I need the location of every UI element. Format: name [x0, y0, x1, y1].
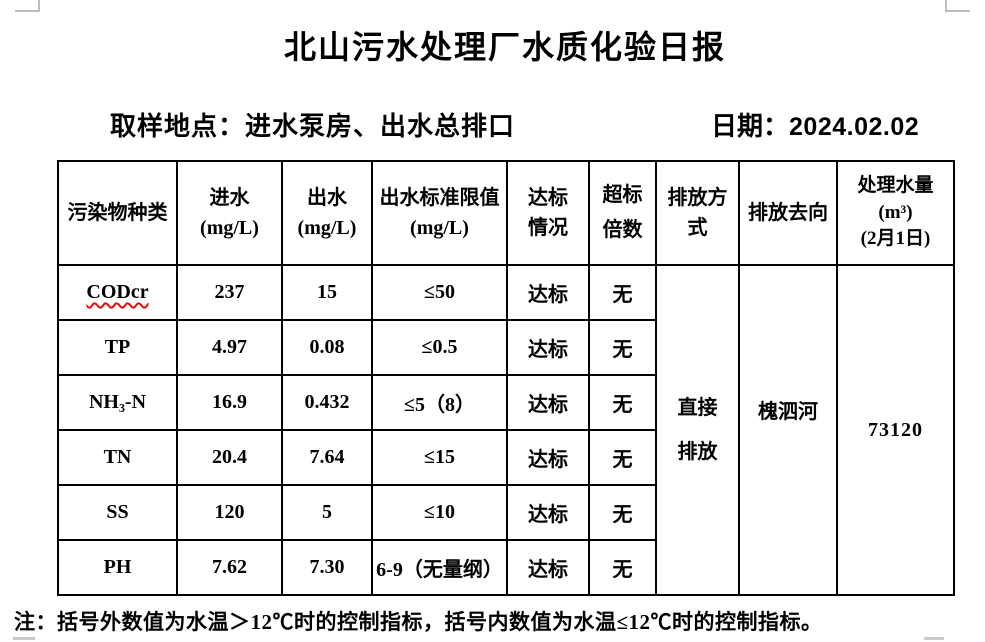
table-row-tn: TN 20.4 7.64 ≤15 达标 无	[57, 429, 954, 486]
cell-status: 达标	[506, 264, 590, 321]
header-limit: 出水标准限值 (mg/L)	[371, 160, 508, 266]
table-row-tp: TP 4.97 0.08 ≤0.5 达标 无	[57, 319, 954, 376]
pollutant-name-spellcheck: CODcr	[86, 281, 149, 303]
water-quality-table: 污染物种类 进水 (mg/L) 出水 (mg/L) 出水标准限值 (mg/L) …	[57, 160, 955, 596]
header-pollutant: 污染物种类	[57, 160, 178, 266]
cell-limit: ≤15	[371, 429, 508, 486]
page-margin-mark-top-left	[15, 10, 40, 12]
cell-pollutant: NH₃-N	[57, 374, 178, 431]
cell-influent: 7.62	[176, 539, 283, 596]
cell-limit: ≤10	[371, 484, 508, 541]
cell-pollutant: SS	[57, 484, 178, 541]
page-margin-mark-bottom-right	[924, 637, 944, 640]
header-exceed: 超标 倍数	[588, 160, 657, 266]
cell-pollutant: TP	[57, 319, 178, 376]
cell-discharge-method: 直接 排放	[655, 264, 740, 596]
header-effluent: 出水 (mg/L)	[281, 160, 373, 266]
cell-limit: ≤5（8）	[371, 374, 508, 431]
header-influent: 进水 (mg/L)	[176, 160, 283, 266]
table-row-codcr: CODcr 237 15 ≤50 达标 无 直接 排放 槐泗河 73120	[57, 264, 955, 596]
cell-status: 达标	[506, 484, 590, 541]
date-value: 2024.02.02	[789, 113, 920, 141]
cell-influent: 4.97	[176, 319, 283, 376]
cell-status: 达标	[506, 539, 590, 596]
cell-exceed: 无	[588, 484, 657, 541]
table-row-ph: PH 7.62 7.30 6-9（无量纲） 达标 无	[57, 539, 954, 596]
cell-effluent: 7.64	[281, 429, 373, 486]
cell-exceed: 无	[588, 374, 657, 431]
cell-limit: 6-9（无量纲）	[371, 539, 508, 596]
footer-note: 注：括号外数值为水温＞12℃时的控制指标，括号内数值为水温≤12℃时的控制指标。	[14, 610, 823, 634]
cell-status: 达标	[506, 429, 590, 486]
header-discharge-destination: 排放去向	[738, 160, 838, 266]
sampling-location-label: 取样地点：进水泵房、出水总排口	[110, 112, 516, 141]
cell-effluent: 15	[281, 264, 373, 321]
table-row-nh3n: NH₃-N 16.9 0.432 ≤5（8） 达标 无	[57, 374, 954, 431]
table-row-ss: SS 120 5 ≤10 达标 无	[57, 484, 954, 541]
cell-effluent: 5	[281, 484, 373, 541]
cell-discharge-destination: 槐泗河	[738, 264, 838, 596]
report-title: 北山污水处理厂水质化验日报	[283, 29, 726, 65]
header-treated-volume: 处理水量 (m³) (2月1日)	[836, 160, 955, 266]
page-margin-mark-top-left	[38, 0, 40, 12]
header-status: 达标 情况	[506, 160, 590, 266]
cell-exceed: 无	[588, 429, 657, 486]
cell-exceed: 无	[588, 539, 657, 596]
cell-influent: 16.9	[176, 374, 283, 431]
cell-treated-volume: 73120	[836, 264, 955, 596]
table-header-row: 污染物种类 进水 (mg/L) 出水 (mg/L) 出水标准限值 (mg/L) …	[57, 160, 955, 266]
cell-limit: ≤50	[371, 264, 508, 321]
cell-status: 达标	[506, 374, 590, 431]
cell-influent: 20.4	[176, 429, 283, 486]
page-margin-mark-top-right	[945, 10, 970, 12]
cell-effluent: 0.08	[281, 319, 373, 376]
header-discharge-method: 排放方 式	[655, 160, 740, 266]
cell-pollutant: TN	[57, 429, 178, 486]
cell-exceed: 无	[588, 319, 657, 376]
cell-exceed: 无	[588, 264, 657, 321]
date-label: 日期：	[711, 112, 790, 141]
page-margin-mark-top-right	[945, 0, 947, 12]
cell-pollutant: CODcr	[57, 264, 178, 321]
cell-effluent: 0.432	[281, 374, 373, 431]
cell-pollutant: PH	[57, 539, 178, 596]
page-margin-mark-bottom-left	[13, 637, 35, 640]
cell-influent: 120	[176, 484, 283, 541]
cell-status: 达标	[506, 319, 590, 376]
cell-effluent: 7.30	[281, 539, 373, 596]
report-date: 日期：2024.02.02	[711, 106, 919, 143]
cell-limit: ≤0.5	[371, 319, 508, 376]
cell-influent: 237	[176, 264, 283, 321]
